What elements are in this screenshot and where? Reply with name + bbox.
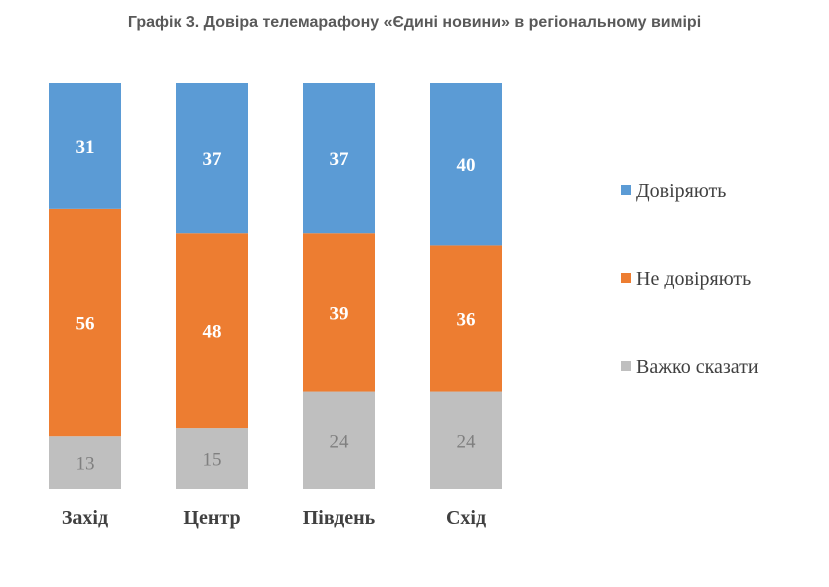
legend: Довіряють Не довіряють Важко сказати — [621, 180, 759, 378]
bar-segment-1-2 — [49, 208, 121, 437]
data-label-3-2: 39 — [330, 303, 349, 324]
data-label-2-1: 15 — [203, 450, 222, 471]
data-label-3-3: 37 — [330, 149, 350, 170]
bar-segment-1-1 — [49, 436, 121, 489]
bar-segment-3-1 — [303, 391, 375, 489]
data-label-1-1: 13 — [76, 454, 95, 475]
bar-segment-4-2 — [430, 245, 502, 392]
legend-swatch-1 — [621, 185, 631, 195]
chart-title: Графік 3. Довіра телемарафону «Єдині нов… — [127, 14, 702, 31]
labels-layer: 13 56 31 Захід 15 48 37 Центр 24 39 37 Південь 24 36 4… — [62, 137, 486, 529]
legend-swatch-2 — [621, 273, 631, 283]
data-label-4-3: 40 — [457, 155, 476, 176]
data-label-1-2: 56 — [76, 314, 95, 335]
legend-swatch-3 — [621, 361, 631, 371]
data-label-2-3: 37 — [203, 149, 223, 170]
bars-layer — [49, 83, 502, 489]
legend-label-2: Не довіряють — [636, 268, 751, 290]
category-label-3: Південь — [303, 507, 376, 529]
bar-segment-2-1 — [176, 428, 248, 489]
bar-segment-2-2 — [176, 233, 248, 429]
bar-segment-3-2 — [303, 233, 375, 392]
data-label-3-1: 24 — [330, 431, 350, 452]
bar-segment-2-3 — [176, 83, 248, 234]
legend-label-1: Довіряють — [636, 180, 726, 202]
legend-label-3: Важко сказати — [636, 356, 759, 378]
category-label-1: Захід — [62, 507, 108, 529]
category-label-4: Схід — [446, 507, 486, 529]
data-label-1-3: 31 — [76, 137, 95, 158]
bar-segment-4-1 — [430, 391, 502, 489]
data-label-2-2: 48 — [203, 322, 222, 343]
bar-segment-3-3 — [303, 83, 375, 234]
bar-segment-4-3 — [430, 83, 502, 246]
category-label-2: Центр — [183, 507, 240, 529]
bar-segment-1-3 — [49, 83, 121, 209]
data-label-4-2: 36 — [457, 309, 476, 330]
data-label-4-1: 24 — [457, 431, 477, 452]
